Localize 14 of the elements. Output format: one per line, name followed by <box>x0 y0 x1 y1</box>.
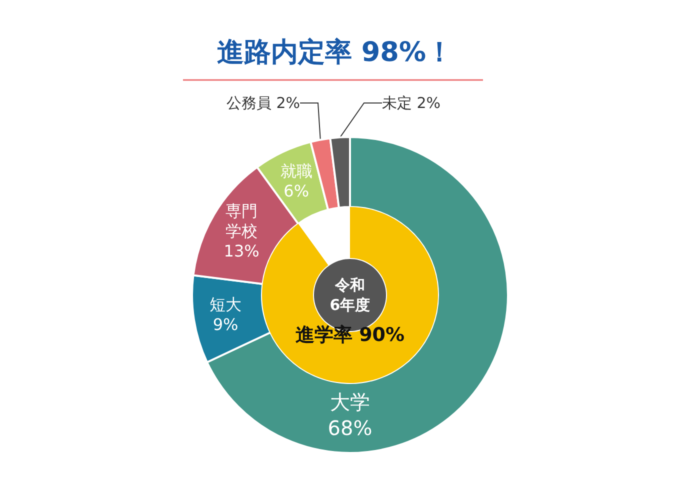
chart-title: 進路内定率 98%！ <box>216 37 454 68</box>
data-label: 68% <box>328 416 372 440</box>
text: 令和 <box>334 276 365 294</box>
data-label: 9% <box>212 315 238 334</box>
slice-label: 就職 <box>280 161 312 180</box>
slice-label: 大学 <box>330 390 370 414</box>
slice-label: 未定 2% <box>382 94 441 112</box>
text: 6年度 <box>330 296 370 314</box>
data-label: 13% <box>224 241 260 260</box>
slice-label: 専門学校 <box>226 201 258 240</box>
slice-label: 進学率 90% <box>295 324 405 346</box>
slice-label: 短大 <box>210 295 242 314</box>
slice-label: 公務員 2% <box>226 94 300 112</box>
data-label: 6% <box>284 181 310 200</box>
